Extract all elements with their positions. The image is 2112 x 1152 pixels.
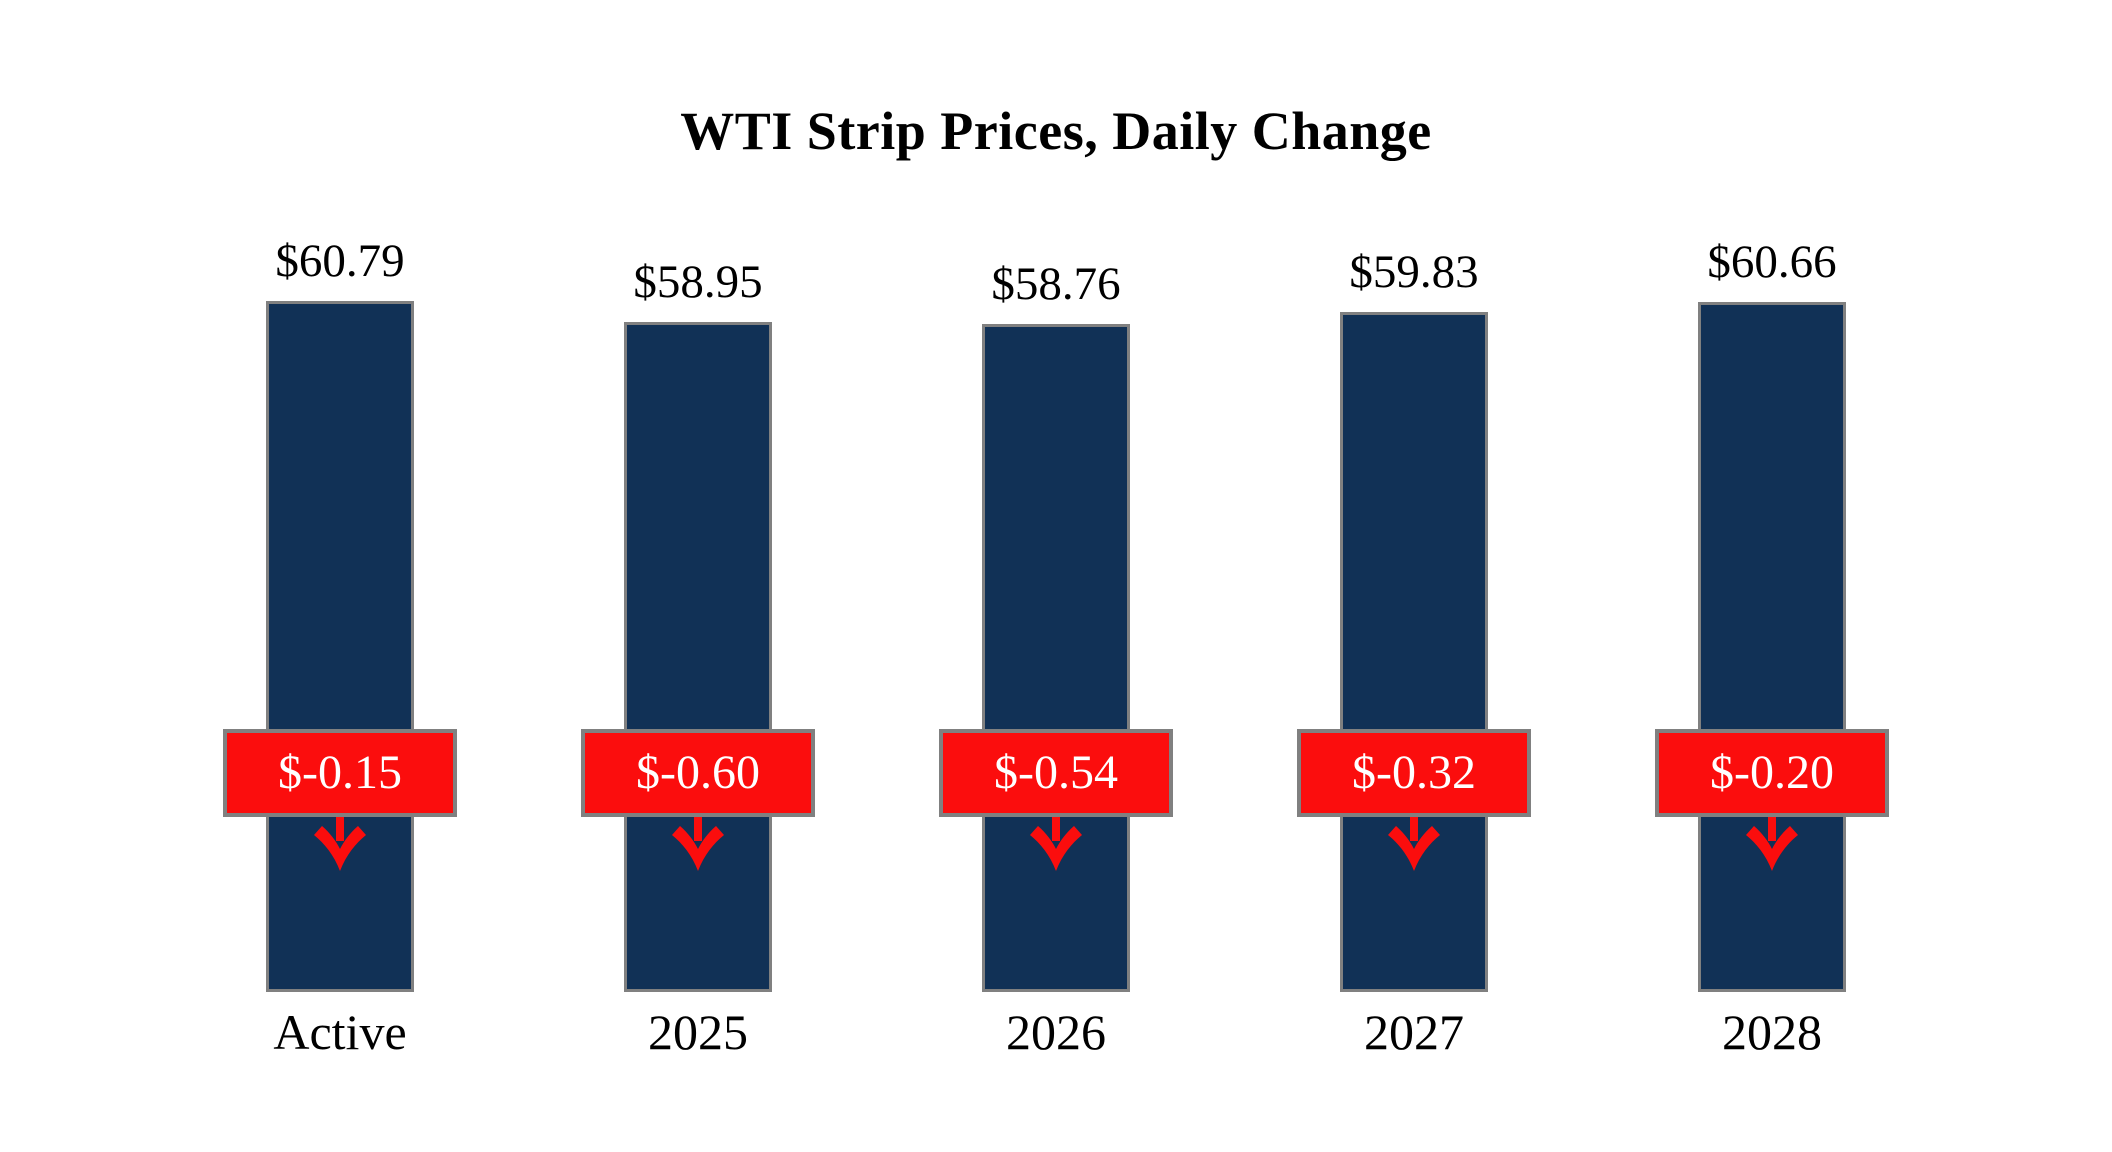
change-label: $-0.15 bbox=[278, 746, 402, 799]
down-arrow-icon bbox=[1746, 817, 1798, 871]
change-box: $-0.32 bbox=[1297, 729, 1531, 817]
change-overlay: $-0.32 bbox=[1297, 729, 1531, 873]
bar-group: $60.66 $-0.20 bbox=[1655, 233, 1889, 992]
bar-group: $58.76 $-0.54 bbox=[939, 255, 1173, 992]
category-labels-row: Active 2025 2026 2027 2028 bbox=[0, 1002, 2112, 1062]
change-overlay: $-0.20 bbox=[1655, 729, 1889, 873]
price-bar bbox=[982, 324, 1130, 992]
category-label: Active bbox=[273, 1004, 407, 1060]
change-label: $-0.20 bbox=[1710, 746, 1834, 799]
down-arrow-icon bbox=[314, 817, 366, 871]
bar-value-label: $58.95 bbox=[633, 256, 763, 309]
chart-title: WTI Strip Prices, Daily Change bbox=[680, 101, 1432, 161]
price-bar bbox=[266, 301, 414, 992]
change-label: $-0.54 bbox=[994, 746, 1118, 799]
change-box: $-0.15 bbox=[223, 729, 457, 817]
bar-group: $58.95 $-0.60 bbox=[581, 253, 815, 992]
bar-group: $59.83 $-0.32 bbox=[1297, 243, 1531, 992]
bar-value-label: $58.76 bbox=[991, 258, 1121, 311]
change-overlay: $-0.54 bbox=[939, 729, 1173, 873]
change-overlay: $-0.60 bbox=[581, 729, 815, 873]
change-box: $-0.20 bbox=[1655, 729, 1889, 817]
down-arrow-icon bbox=[672, 817, 724, 871]
category-label: 2025 bbox=[648, 1004, 748, 1060]
bar-value-label: $60.66 bbox=[1707, 236, 1837, 289]
down-arrow-icon bbox=[1388, 817, 1440, 871]
change-overlay: $-0.15 bbox=[223, 729, 457, 873]
down-arrow-icon bbox=[1030, 817, 1082, 871]
change-label: $-0.60 bbox=[636, 746, 760, 799]
price-bar bbox=[1340, 312, 1488, 992]
bars-row: $60.79 $-0.15 $58.95 $-0.60 $58.76 bbox=[0, 232, 2112, 992]
change-label: $-0.32 bbox=[1352, 746, 1476, 799]
change-box: $-0.60 bbox=[581, 729, 815, 817]
price-bar bbox=[1698, 302, 1846, 992]
price-bar bbox=[624, 322, 772, 992]
category-label: 2026 bbox=[1006, 1004, 1106, 1060]
change-box: $-0.54 bbox=[939, 729, 1173, 817]
category-label: 2027 bbox=[1364, 1004, 1464, 1060]
bar-group: $60.79 $-0.15 bbox=[223, 232, 457, 992]
bar-value-label: $59.83 bbox=[1349, 246, 1479, 299]
bar-value-label: $60.79 bbox=[275, 235, 405, 288]
category-label: 2028 bbox=[1722, 1004, 1822, 1060]
